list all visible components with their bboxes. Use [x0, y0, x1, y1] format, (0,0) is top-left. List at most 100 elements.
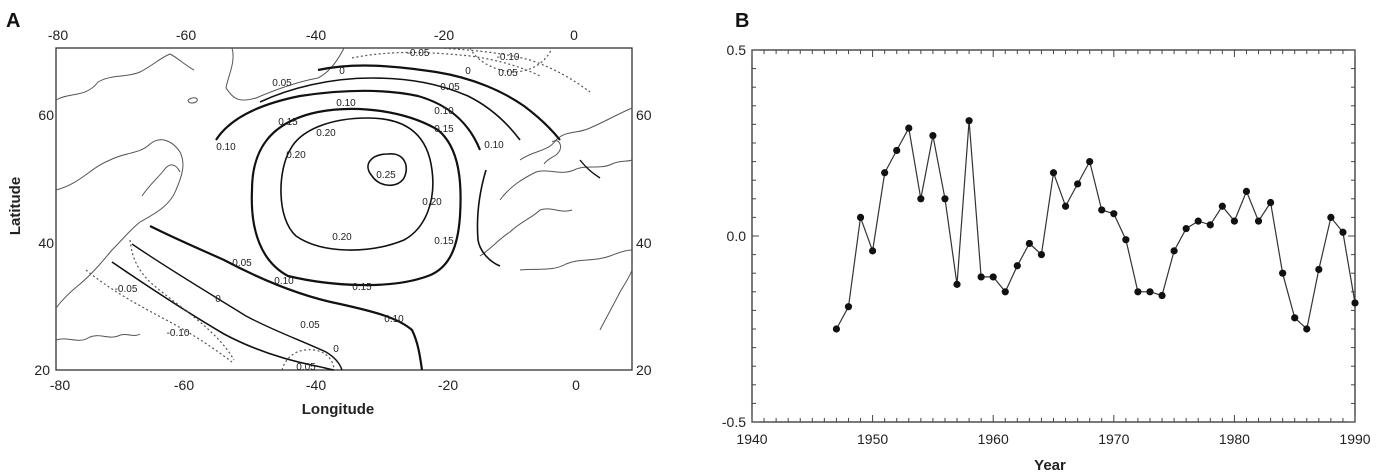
contour-label: 0	[339, 66, 345, 77]
x-axis-label-a: Longitude	[302, 401, 374, 418]
data-point	[1254, 217, 1263, 225]
contour-neg010-top	[469, 47, 553, 73]
tick-label: -60	[174, 377, 194, 393]
tick-label: -20	[434, 27, 454, 43]
contours-negative	[85, 47, 591, 371]
data-point	[1025, 239, 1033, 248]
contour-005-lower	[131, 243, 343, 371]
contour-label: 0.05	[300, 320, 320, 331]
contour-label: -0.10	[167, 328, 190, 339]
coastline-greenland	[225, 47, 345, 101]
tick-label: 40	[636, 235, 652, 251]
contour-label: 0.05	[232, 258, 252, 269]
tick-label: -80	[48, 27, 68, 43]
data-point	[1242, 187, 1251, 195]
tick-marks-b	[751, 49, 1356, 423]
contour-neg010-lower	[129, 239, 235, 361]
tick-label: -40	[306, 27, 326, 43]
contour-label: 0.20	[286, 150, 306, 161]
contour-label: 0.20	[422, 197, 442, 208]
data-point	[1218, 202, 1226, 210]
contour-015	[250, 107, 462, 287]
contour-label: 0.10	[274, 276, 294, 287]
plot-frame-b	[751, 49, 1356, 423]
contour-label: 0.15	[434, 236, 454, 247]
tick-labels-b: 1940 1950 1960 1970 1980 1990 -0.5 0.0 0.5	[722, 42, 1371, 447]
contour-neg010-upper	[439, 47, 591, 93]
x-tick-label: 1990	[1339, 431, 1370, 447]
x-axis-label-b: Year	[1034, 457, 1066, 474]
x-tick-label: 1940	[736, 431, 767, 447]
tick-label: -80	[50, 377, 70, 393]
axis-a-bottom-ticks: -80 -60 -40 -20 0	[50, 377, 580, 393]
y-tick-label: 0.5	[727, 42, 747, 58]
contour-label: 0.20	[316, 128, 336, 139]
contour-010-lower	[149, 225, 424, 371]
contour-label: -0.10	[497, 52, 520, 63]
data-point	[1074, 180, 1082, 188]
data-point	[1110, 210, 1118, 218]
contour-neg005-bottom	[281, 349, 335, 371]
tick-label: 60	[636, 107, 652, 123]
panel-b-letter: B	[735, 10, 750, 32]
data-point	[1291, 314, 1299, 322]
contour-label: 0.10	[336, 98, 356, 109]
contour-label: 0.10	[434, 106, 454, 117]
x-tick-label: 1950	[857, 431, 888, 447]
series-line	[835, 120, 1356, 331]
contour-label: 0.15	[434, 124, 454, 135]
data-point	[1266, 198, 1275, 207]
data-point	[917, 195, 925, 203]
coastline-europe	[479, 107, 633, 271]
coastline-labrador	[141, 164, 181, 197]
coastline-scotland	[543, 140, 561, 165]
contour-neg005-upper	[351, 51, 541, 77]
data-point	[953, 280, 961, 288]
x-tick-label: 1960	[978, 431, 1009, 447]
contour-label: -0.05	[407, 48, 430, 59]
y-tick-label: -0.5	[722, 414, 746, 430]
contours	[111, 64, 601, 371]
data-point	[832, 325, 841, 333]
axis-a-top-ticks: -80 -60 -40 -20 0	[48, 27, 578, 43]
contour-010-right	[476, 169, 501, 267]
contour-label: 0	[215, 294, 221, 305]
data-point	[1037, 251, 1046, 259]
contour-025	[367, 153, 408, 187]
tick-label: 40	[38, 235, 54, 251]
panel-b: 1940 1950 1960 1970 1980 1990 -0.5 0.0 0.5 Year	[722, 42, 1371, 474]
coastline-caribbean	[55, 333, 141, 341]
data-point	[965, 117, 973, 125]
contour-label: 0	[465, 66, 471, 77]
contour-label: 0.10	[484, 140, 504, 151]
contour-020-inner	[280, 117, 434, 251]
contour-010-left	[215, 89, 482, 151]
data-point	[1315, 265, 1323, 274]
data-point	[881, 169, 889, 177]
data-point	[1351, 299, 1359, 307]
data-point	[941, 195, 949, 203]
tick-label: 0	[572, 377, 580, 393]
contour-label: 0.05	[272, 78, 292, 89]
data-point	[1098, 206, 1106, 214]
contour-005-upper	[259, 77, 521, 141]
tick-label: 60	[38, 107, 54, 123]
data-point	[1122, 236, 1130, 244]
contour-label: 0.15	[278, 117, 298, 128]
contour-label: 0.25	[376, 170, 396, 181]
map-frame	[55, 47, 633, 371]
data-point	[1170, 247, 1178, 255]
data-point	[1194, 217, 1202, 225]
data-point	[1146, 288, 1154, 296]
data-point	[1001, 288, 1009, 296]
data-point	[989, 273, 997, 281]
y-axis-label-a: Latitude	[7, 177, 24, 235]
y-tick-label: 0.0	[727, 228, 747, 244]
tick-label: -40	[306, 377, 326, 393]
coastline-africa	[599, 269, 633, 331]
data-point	[1134, 288, 1142, 296]
data-point	[1086, 158, 1094, 166]
tick-label: -20	[438, 377, 458, 393]
contour-label: 0.05	[296, 362, 316, 373]
